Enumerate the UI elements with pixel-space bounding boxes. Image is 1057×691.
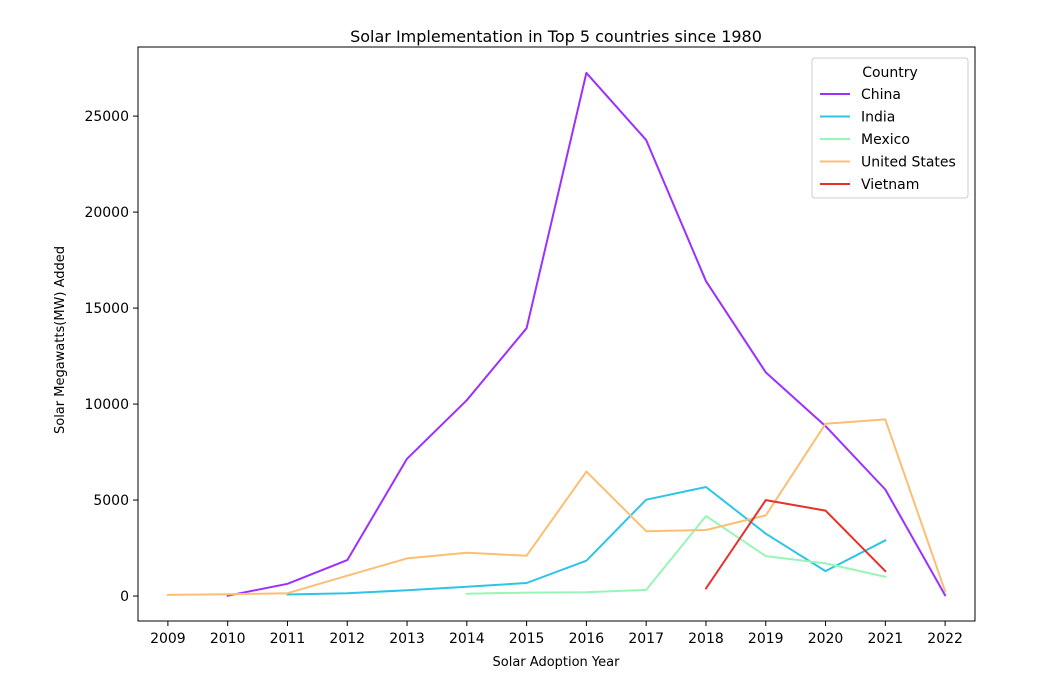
legend: Country China India Mexico United States Vie… — [811, 57, 969, 199]
legend-item-india: India — [820, 110, 895, 126]
legend-box — [811, 57, 969, 199]
x-tick-label: 2016 — [569, 631, 605, 647]
x-tick-label: 2009 — [150, 631, 186, 647]
y-tick-label: 0 — [120, 589, 129, 605]
y-tick-label: 20000 — [84, 205, 129, 221]
x-tick-label: 2015 — [509, 631, 545, 647]
x-tick-label: 2018 — [688, 631, 724, 647]
legend-item-china: China — [820, 87, 901, 103]
series-line-mexico — [465, 515, 887, 595]
x-tick-label: 2017 — [628, 631, 664, 647]
series-line-vietnam — [704, 499, 887, 590]
legend-title: Country — [862, 65, 918, 81]
y-tick-label: 25000 — [84, 109, 129, 125]
plot-frame — [137, 46, 976, 622]
x-tick-label: 2020 — [808, 631, 844, 647]
series-line-india — [286, 486, 887, 596]
series-line-china — [226, 71, 947, 597]
y-axis-label: Solar Megawatts(MW) Added — [53, 246, 68, 434]
y-tick-label: 5000 — [93, 493, 129, 509]
x-axis: 2009 2010 2011 2012 2013 2014 2015 2016 2017 2018… — [150, 621, 963, 647]
x-tick-label: 2012 — [329, 631, 365, 647]
y-axis: 0 5000 10000 15000 20000 25000 — [84, 109, 138, 605]
legend-label: United States — [861, 155, 956, 171]
x-axis-label: Solar Adoption Year — [493, 655, 621, 670]
x-tick-label: 2019 — [748, 631, 784, 647]
legend-item-united-states: United States — [820, 155, 956, 171]
x-tick-label: 2021 — [868, 631, 904, 647]
legend-label: Mexico — [861, 132, 910, 148]
legend-label: Vietnam — [861, 177, 919, 193]
chart-title: Solar Implementation in Top 5 countries … — [350, 27, 762, 46]
legend-item-vietnam: Vietnam — [820, 177, 919, 193]
x-tick-label: 2013 — [389, 631, 425, 647]
legend-label: India — [861, 110, 895, 126]
legend-item-mexico: Mexico — [820, 132, 910, 148]
legend-label: China — [861, 87, 901, 103]
series-line-united-states — [166, 418, 947, 596]
plot-area: 2009 2010 2011 2012 2013 2014 2015 2016 2017 2018… — [84, 46, 976, 647]
y-tick-label: 15000 — [84, 301, 129, 317]
series-layer — [166, 71, 947, 597]
x-tick-label: 2022 — [927, 631, 963, 647]
x-tick-label: 2010 — [210, 631, 246, 647]
legend-items: China India Mexico United States Vietnam — [820, 87, 956, 193]
x-tick-label: 2014 — [449, 631, 485, 647]
y-tick-label: 10000 — [84, 397, 129, 413]
x-tick-label: 2011 — [270, 631, 306, 647]
